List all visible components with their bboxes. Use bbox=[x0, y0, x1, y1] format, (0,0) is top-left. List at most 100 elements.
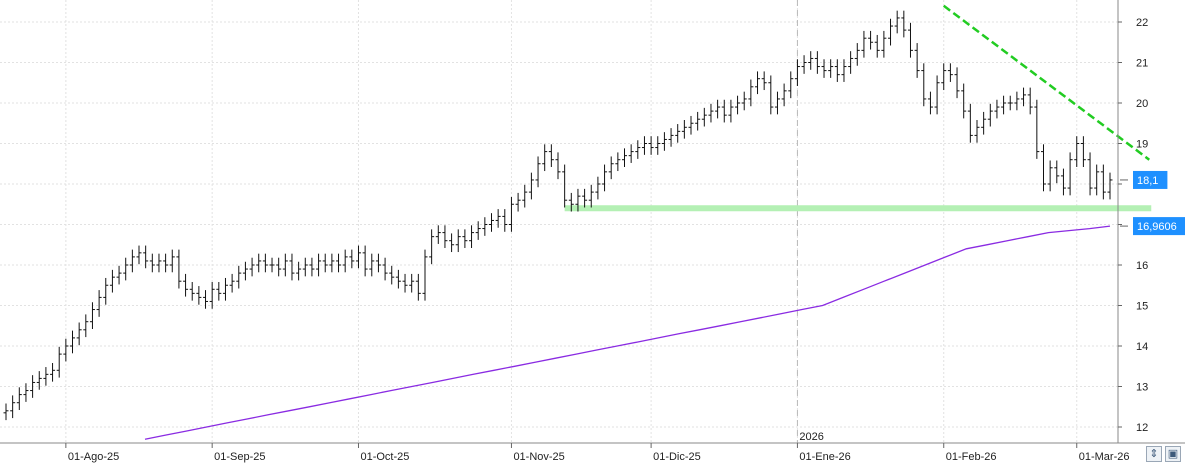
y-tick-label: 20 bbox=[1136, 98, 1148, 110]
price-bar bbox=[901, 10, 907, 38]
price-bar bbox=[987, 103, 993, 127]
price-bar bbox=[222, 277, 228, 301]
price-bar bbox=[974, 120, 980, 143]
price-bar bbox=[355, 245, 361, 269]
price-bar bbox=[1067, 152, 1073, 196]
y-tick-label: 14 bbox=[1136, 341, 1148, 353]
price-bar bbox=[648, 136, 654, 155]
price-bar bbox=[309, 257, 315, 277]
price-bar bbox=[568, 192, 574, 212]
price-bar bbox=[136, 245, 142, 265]
price-bar bbox=[914, 43, 920, 78]
price-bar bbox=[349, 249, 355, 269]
price-bar bbox=[282, 253, 288, 277]
price-bar bbox=[83, 314, 89, 338]
price-bar bbox=[70, 330, 76, 354]
price-bar bbox=[602, 164, 608, 192]
price-bar bbox=[183, 273, 189, 297]
price-bar bbox=[36, 371, 42, 390]
price-bar bbox=[449, 233, 455, 253]
x-tick-label: 01-Feb-26 bbox=[946, 451, 997, 463]
price-bar bbox=[109, 269, 115, 293]
price-bar bbox=[661, 132, 667, 151]
price-bar bbox=[129, 249, 135, 273]
price-bar bbox=[156, 253, 162, 273]
price-badge-label: 18,1 bbox=[1137, 175, 1158, 187]
price-badge-box bbox=[1133, 170, 1168, 189]
price-bar bbox=[967, 103, 973, 143]
price-bar bbox=[888, 18, 894, 46]
price-bar bbox=[781, 83, 787, 107]
price-bar bbox=[874, 34, 880, 58]
price-bar bbox=[688, 115, 694, 135]
price-bar bbox=[1074, 136, 1080, 167]
price-bar bbox=[475, 221, 481, 240]
price-bar bbox=[1094, 164, 1100, 196]
y-tick-label: 13 bbox=[1136, 382, 1148, 394]
price-bar bbox=[562, 164, 568, 208]
price-bar bbox=[801, 55, 807, 74]
price-bar bbox=[336, 253, 342, 273]
x-tick-label: 01-Nov-25 bbox=[513, 451, 564, 463]
price-bar bbox=[608, 156, 614, 180]
price-bar bbox=[96, 290, 102, 317]
price-bar bbox=[721, 99, 727, 123]
price-bar bbox=[209, 282, 215, 309]
price-bar bbox=[994, 99, 1000, 119]
price-bar bbox=[894, 10, 900, 34]
price-bar bbox=[548, 144, 554, 167]
price-bar bbox=[735, 95, 741, 115]
price-bar bbox=[16, 387, 22, 410]
price-bar bbox=[422, 249, 428, 301]
price-bar bbox=[322, 253, 328, 273]
price-bar bbox=[216, 282, 222, 301]
price-bar bbox=[203, 290, 209, 309]
x-tick-label: 01-Dic-25 bbox=[653, 451, 701, 463]
price-bar bbox=[149, 253, 155, 273]
price-bar bbox=[622, 148, 628, 167]
price-bar bbox=[502, 209, 508, 232]
price-bar bbox=[143, 245, 149, 269]
price-bar bbox=[701, 107, 707, 127]
price-bar bbox=[262, 253, 268, 273]
price-bar bbox=[3, 403, 9, 421]
x-tick-label: 01-Ago-25 bbox=[68, 451, 119, 463]
resistance-line bbox=[942, 4, 1151, 161]
price-bar bbox=[961, 83, 967, 119]
price-bar bbox=[582, 188, 588, 208]
price-bar bbox=[615, 152, 621, 172]
y-tick-label: 22 bbox=[1136, 17, 1148, 29]
axes bbox=[0, 0, 1185, 444]
price-bar bbox=[808, 51, 814, 70]
price-bar bbox=[103, 277, 109, 305]
price-bars bbox=[3, 10, 1113, 421]
price-bar bbox=[788, 71, 794, 99]
price-bar bbox=[289, 253, 295, 281]
x-tick-label: 01-Sep-25 bbox=[214, 451, 265, 463]
price-bar bbox=[1027, 87, 1033, 115]
price-bar bbox=[402, 273, 408, 293]
price-bar bbox=[941, 63, 947, 91]
price-bar bbox=[1034, 99, 1040, 159]
zoom-toggle-button[interactable]: ⇕ bbox=[1146, 446, 1162, 462]
price-bar bbox=[269, 257, 275, 273]
price-bar bbox=[276, 257, 282, 277]
price-bar bbox=[1007, 95, 1013, 111]
price-bar bbox=[435, 225, 441, 244]
price-badge: 18,1 bbox=[1120, 170, 1168, 189]
price-bar bbox=[761, 71, 767, 91]
price-badge: 16,9606 bbox=[1120, 217, 1185, 236]
price-bar bbox=[76, 322, 82, 346]
y-tick-label: 16 bbox=[1136, 260, 1148, 272]
price-bar bbox=[595, 176, 601, 200]
price-bar bbox=[176, 249, 182, 289]
price-bar bbox=[588, 184, 594, 208]
price-bar bbox=[774, 91, 780, 115]
price-bar bbox=[116, 265, 122, 285]
price-bar bbox=[375, 253, 381, 273]
price-bar bbox=[981, 111, 987, 135]
save-button[interactable]: ▣ bbox=[1165, 446, 1181, 462]
price-bar bbox=[575, 188, 581, 212]
